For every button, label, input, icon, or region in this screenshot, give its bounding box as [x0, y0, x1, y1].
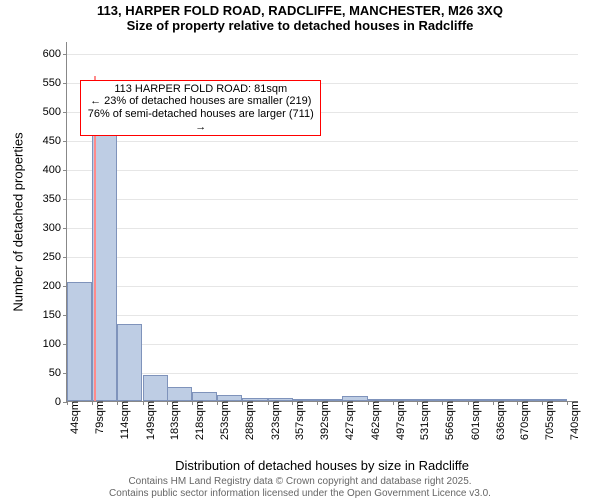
- xtick-mark: [67, 401, 68, 405]
- ytick-label: 400: [43, 164, 67, 176]
- gridline: [67, 170, 578, 171]
- xtick-mark: [268, 401, 269, 405]
- gridline: [67, 286, 578, 287]
- xtick-label: 288sqm: [244, 401, 256, 451]
- ytick-label: 0: [55, 396, 67, 408]
- xtick-mark: [493, 401, 494, 405]
- chart-container: 113, HARPER FOLD ROAD, RADCLIFFE, MANCHE…: [0, 0, 600, 500]
- annotation-box: 113 HARPER FOLD ROAD: 81sqm← 23% of deta…: [80, 80, 321, 137]
- gridline: [67, 344, 578, 345]
- x-axis-title: Distribution of detached houses by size …: [175, 458, 469, 473]
- xtick-label: 497sqm: [395, 401, 407, 451]
- xtick-label: 79sqm: [94, 401, 106, 451]
- histogram-bar: [67, 282, 92, 401]
- xtick-mark: [468, 401, 469, 405]
- ytick-label: 50: [49, 367, 67, 379]
- footer-line-1: Contains HM Land Registry data © Crown c…: [0, 476, 600, 488]
- xtick-label: 740sqm: [569, 401, 581, 451]
- histogram-bar: [192, 392, 217, 401]
- xtick-label: 531sqm: [419, 401, 431, 451]
- annotation-line3: 76% of semi-detached houses are larger (…: [85, 108, 316, 133]
- xtick-mark: [517, 401, 518, 405]
- annotation-line1: 113 HARPER FOLD ROAD: 81sqm: [85, 83, 316, 96]
- ytick-label: 300: [43, 222, 67, 234]
- xtick-label: 218sqm: [194, 401, 206, 451]
- xtick-label: 149sqm: [145, 401, 157, 451]
- xtick-mark: [192, 401, 193, 405]
- ytick-label: 500: [43, 106, 67, 118]
- histogram-bar: [143, 375, 168, 401]
- xtick-label: 427sqm: [344, 401, 356, 451]
- xtick-label: 636sqm: [495, 401, 507, 451]
- title-line-1: 113, HARPER FOLD ROAD, RADCLIFFE, MANCHE…: [0, 4, 600, 19]
- histogram-bar: [117, 324, 142, 401]
- xtick-mark: [143, 401, 144, 405]
- xtick-label: 253sqm: [219, 401, 231, 451]
- xtick-label: 44sqm: [69, 401, 81, 451]
- footer-attribution: Contains HM Land Registry data © Crown c…: [0, 476, 600, 500]
- xtick-label: 357sqm: [294, 401, 306, 451]
- ytick-label: 250: [43, 251, 67, 263]
- xtick-label: 392sqm: [319, 401, 331, 451]
- chart-title: 113, HARPER FOLD ROAD, RADCLIFFE, MANCHE…: [0, 4, 600, 34]
- annotation-line2: ← 23% of detached houses are smaller (21…: [85, 95, 316, 108]
- xtick-label: 566sqm: [444, 401, 456, 451]
- ytick-label: 200: [43, 280, 67, 292]
- title-line-2: Size of property relative to detached ho…: [0, 19, 600, 34]
- ytick-label: 550: [43, 77, 67, 89]
- y-axis-title: Number of detached properties: [11, 132, 26, 311]
- xtick-label: 601sqm: [470, 401, 482, 451]
- footer-line-2: Contains public sector information licen…: [0, 488, 600, 500]
- xtick-label: 670sqm: [519, 401, 531, 451]
- ytick-label: 100: [43, 338, 67, 350]
- xtick-mark: [393, 401, 394, 405]
- ytick-label: 150: [43, 309, 67, 321]
- gridline: [67, 141, 578, 142]
- xtick-label: 705sqm: [544, 401, 556, 451]
- gridline: [67, 199, 578, 200]
- ytick-label: 600: [43, 48, 67, 60]
- gridline: [67, 257, 578, 258]
- gridline: [67, 228, 578, 229]
- xtick-label: 323sqm: [270, 401, 282, 451]
- xtick-mark: [167, 401, 168, 405]
- xtick-mark: [92, 401, 93, 405]
- xtick-label: 183sqm: [169, 401, 181, 451]
- gridline: [67, 315, 578, 316]
- histogram-bar: [167, 387, 192, 401]
- plot-area: 050100150200250300350400450500550600113 …: [66, 42, 578, 402]
- gridline: [67, 373, 578, 374]
- xtick-mark: [368, 401, 369, 405]
- xtick-label: 462sqm: [370, 401, 382, 451]
- xtick-label: 114sqm: [119, 401, 131, 451]
- gridline: [67, 54, 578, 55]
- ytick-label: 350: [43, 193, 67, 205]
- ytick-label: 450: [43, 135, 67, 147]
- xtick-mark: [292, 401, 293, 405]
- histogram-bar: [92, 119, 117, 401]
